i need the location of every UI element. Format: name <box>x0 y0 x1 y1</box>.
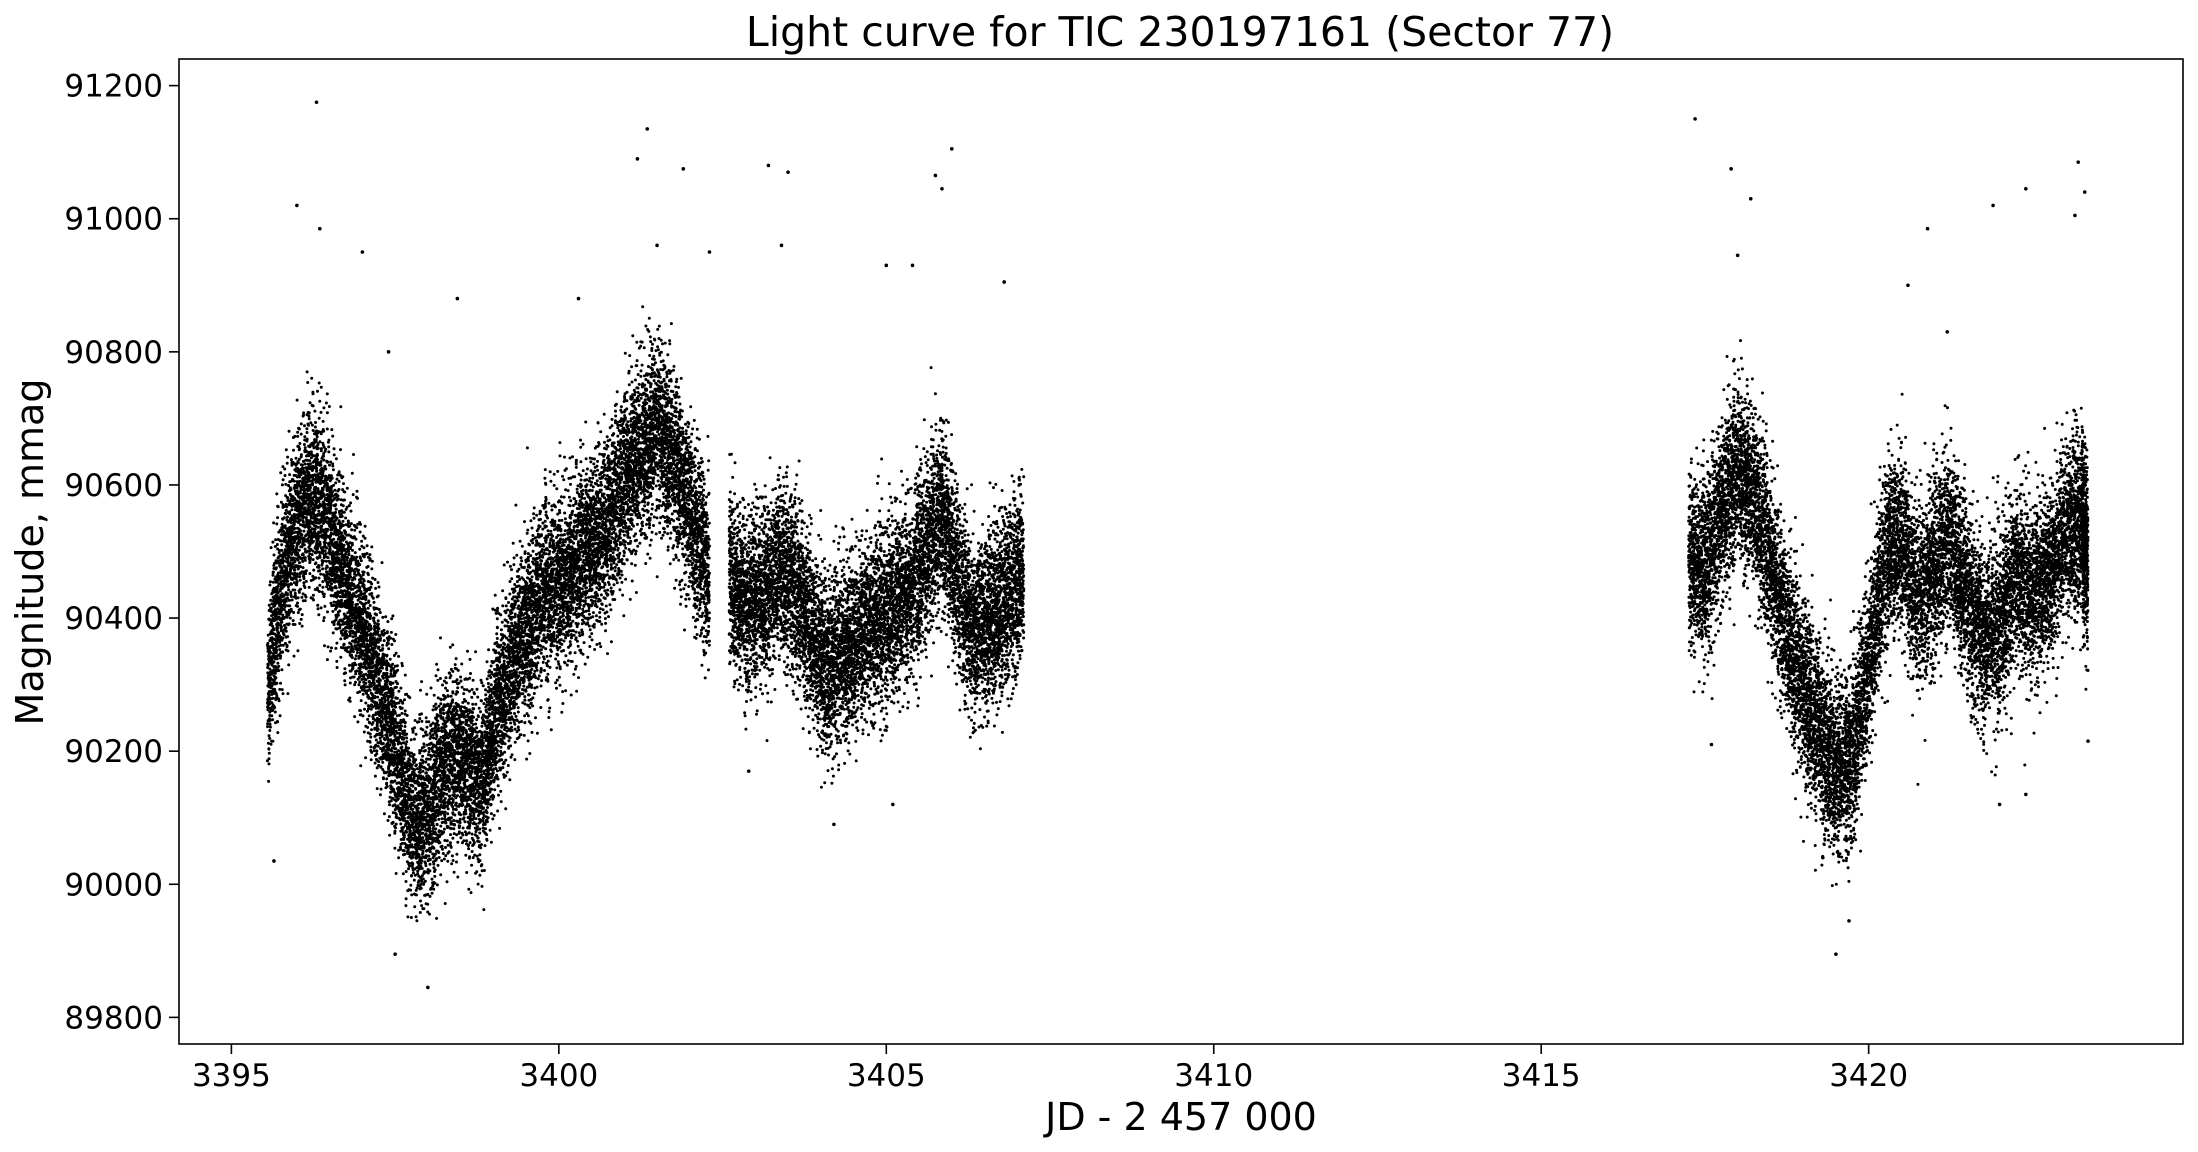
outlier-point <box>891 802 895 807</box>
outlier-point <box>1693 117 1697 121</box>
outlier-point <box>360 250 365 254</box>
y-tick-label: 90200 <box>64 734 163 770</box>
x-tick-label: 3395 <box>192 1058 271 1094</box>
y-tick-label: 90000 <box>64 867 163 903</box>
outlier-point <box>2086 739 2090 743</box>
y-axis-label: Magnitude, mmag <box>8 379 52 726</box>
outlier-point <box>2073 213 2077 218</box>
y-axis-ticks: 89800 90000 90200 90400 90600 90800 91000 91200 <box>64 69 179 1036</box>
data-point-cloud <box>1687 339 2090 888</box>
outlier-point <box>635 157 640 161</box>
y-tick-label: 90800 <box>64 335 163 371</box>
outlier-point <box>314 100 319 105</box>
outlier-point <box>455 296 460 301</box>
data-series-segment <box>265 305 712 923</box>
chart-title: Light curve for TIC 230197161 (Sector 77… <box>746 8 1614 56</box>
outlier-point <box>393 952 397 956</box>
outlier-point <box>1997 802 2002 807</box>
outlier-point <box>1821 855 1825 860</box>
outlier-point <box>272 859 276 863</box>
outlier-point <box>832 822 836 827</box>
outlier-point <box>1002 280 1006 284</box>
outlier-point <box>295 203 299 208</box>
x-tick-label: 3420 <box>1829 1058 1908 1094</box>
outlier-point <box>2082 190 2087 194</box>
y-tick-label: 91000 <box>64 202 163 238</box>
y-tick-label: 91200 <box>64 69 163 105</box>
outlier-point <box>1945 330 1950 334</box>
outlier-point <box>1925 226 1930 231</box>
outlier-point <box>645 127 650 131</box>
outlier-point <box>2024 186 2028 191</box>
outlier-point <box>1834 952 1838 956</box>
x-tick-label: 3405 <box>847 1058 926 1094</box>
outlier-point <box>1906 283 1910 288</box>
outlier-point <box>940 186 944 191</box>
y-tick-label: 90400 <box>64 601 163 637</box>
outlier-point <box>426 985 430 990</box>
outlier-point <box>318 226 322 231</box>
outlier-point <box>707 250 712 254</box>
x-axis-label: JD - 2 457 000 <box>1043 1095 1317 1139</box>
x-axis-ticks: 3395 3400 3405 3410 3415 3420 <box>192 1044 1908 1094</box>
outlier-point <box>786 170 790 174</box>
outlier-point <box>2024 792 2028 797</box>
outlier-point <box>779 243 784 248</box>
x-tick-label: 3415 <box>1502 1058 1581 1094</box>
outlier-point <box>766 163 771 168</box>
data-series-segment <box>727 366 1026 789</box>
y-tick-label: 90600 <box>64 468 163 504</box>
data-points <box>265 100 2090 990</box>
outlier-point <box>386 350 391 354</box>
data-point-cloud <box>265 305 712 923</box>
outlier-point <box>1729 167 1733 171</box>
x-tick-label: 3400 <box>519 1058 598 1094</box>
outlier-point <box>2076 160 2081 164</box>
outlier-point <box>910 263 915 268</box>
outlier-point <box>884 263 889 268</box>
outlier-point <box>1748 196 1753 201</box>
outlier-point <box>576 296 581 301</box>
y-tick-label: 89800 <box>64 1000 163 1036</box>
data-series-segment <box>1687 339 2090 888</box>
outlier-point <box>746 769 751 773</box>
outlier-point <box>933 173 938 178</box>
outlier-point <box>1735 253 1740 258</box>
plot-frame <box>178 58 2184 1045</box>
outlier-point <box>949 147 954 151</box>
outlier-point <box>1709 742 1714 747</box>
x-tick-label: 3410 <box>1174 1058 1253 1094</box>
data-point-cloud <box>727 366 1026 789</box>
outlier-point <box>681 167 686 171</box>
outlier-point <box>1847 919 1851 923</box>
outlier-point <box>655 243 659 248</box>
outlier-point <box>1991 203 1995 208</box>
